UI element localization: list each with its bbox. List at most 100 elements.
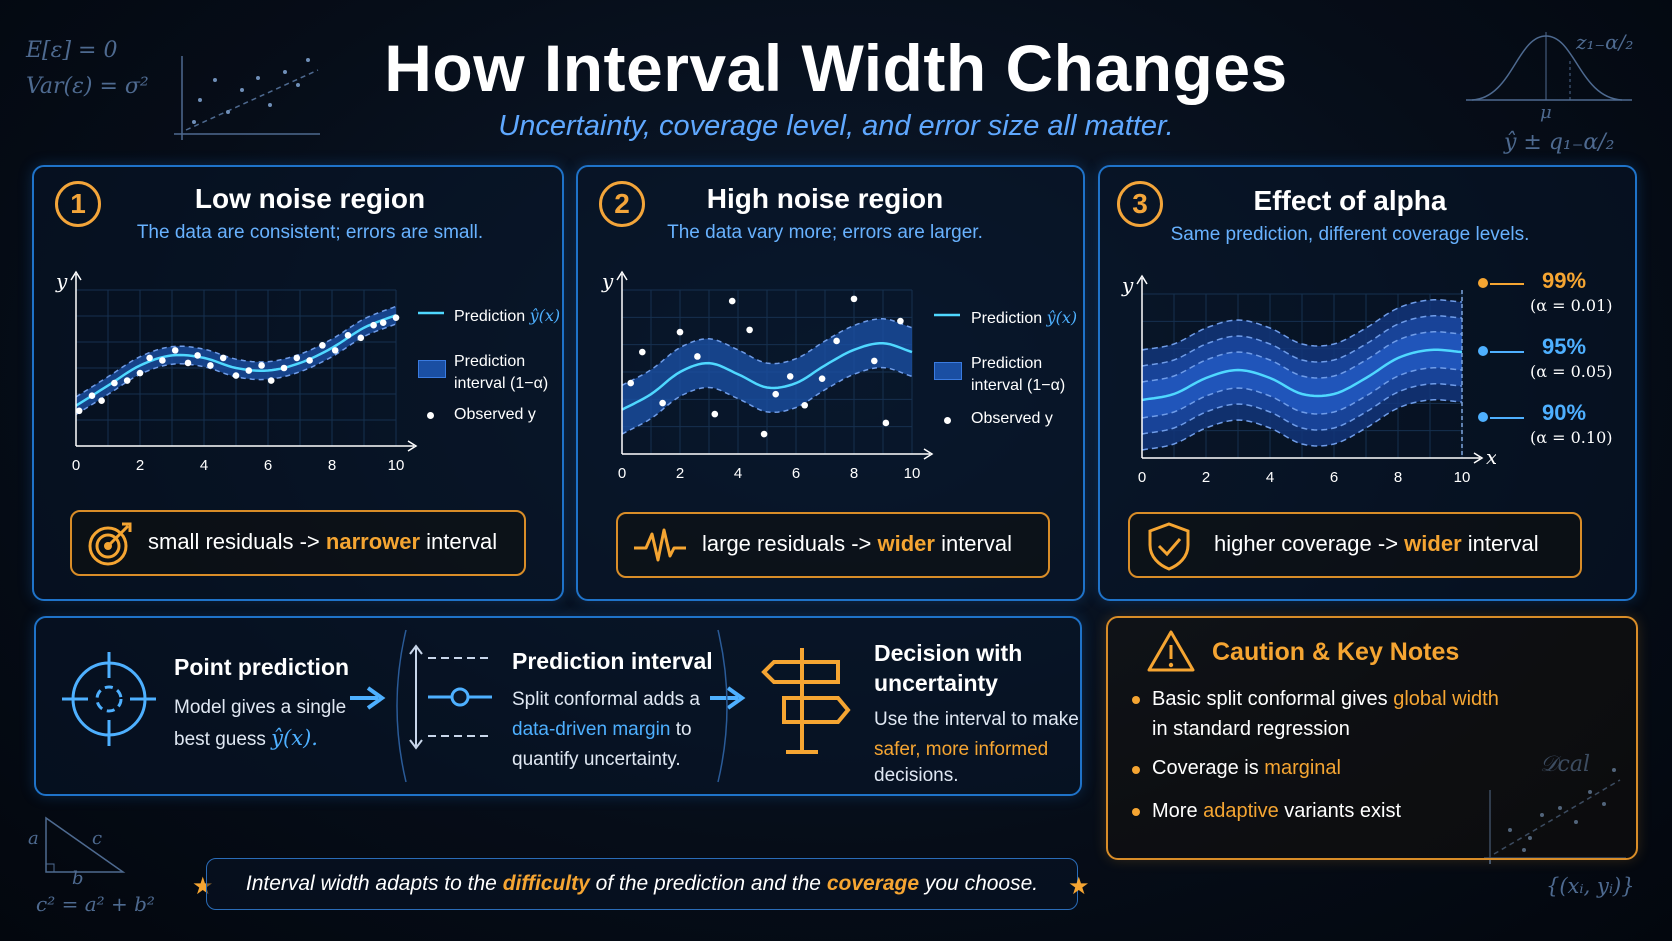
prediction-line xyxy=(75,314,397,407)
flow-decision-title-line2: uncertainty xyxy=(874,670,998,696)
x-tick-label: 4 xyxy=(200,457,208,474)
prediction-line xyxy=(621,341,913,411)
observed-point xyxy=(833,337,840,345)
observed-point xyxy=(331,347,339,354)
panel-1-title: Low noise region xyxy=(194,183,426,214)
x-axis-label: x xyxy=(1486,445,1496,469)
observed-point xyxy=(711,410,719,418)
y-axis-arrow xyxy=(70,270,82,281)
observed-point xyxy=(850,295,858,303)
legend-observed: Observed y xyxy=(971,410,1053,427)
observed-point xyxy=(171,347,179,354)
tri-a-label: a xyxy=(28,828,39,849)
interval-legend-swatch xyxy=(418,360,446,378)
pulse-icon xyxy=(634,528,686,562)
observed-point xyxy=(694,353,701,360)
prediction-band xyxy=(622,318,912,435)
observed-point xyxy=(379,319,387,327)
x-tick-label: 6 xyxy=(264,457,272,474)
observed-point xyxy=(245,367,253,374)
observed-point xyxy=(659,399,666,407)
x-tick-label: 4 xyxy=(1266,469,1274,486)
panel-number-1: 1 xyxy=(55,181,101,227)
panel-number-2: 2 xyxy=(599,181,645,227)
tri-c-label: c xyxy=(92,828,103,849)
x-tick-label: 0 xyxy=(1138,469,1146,486)
observed-point xyxy=(676,328,684,336)
flow-point-line1: Model gives a single xyxy=(174,697,347,718)
variance-formula: Var(ε) = σ² xyxy=(26,74,149,99)
flow-decision-line1: Use the interval to make xyxy=(874,709,1079,730)
level-95-pct: 95% xyxy=(1542,334,1587,359)
observed-point xyxy=(319,342,326,349)
observed-point xyxy=(207,362,214,369)
observed-point xyxy=(75,407,83,415)
callout-high-noise-text: large residuals -> wider interval xyxy=(702,531,1012,556)
observed-point xyxy=(219,354,227,362)
flow-point-line2: best guess ŷ(x). xyxy=(174,726,318,750)
observed-point xyxy=(306,357,313,364)
observed-point xyxy=(370,321,377,329)
observed-point xyxy=(392,314,400,321)
triangle-doodle-icon xyxy=(45,816,126,873)
bracket-divider-icon xyxy=(396,629,407,783)
arrow-right-icon xyxy=(710,686,746,710)
band-lower-edge xyxy=(1141,383,1463,435)
x-tick-label: 2 xyxy=(1202,469,1210,486)
level-90-alpha: (α = 0.10) xyxy=(1530,428,1613,447)
band-upper-edge xyxy=(621,318,913,386)
quantile-label: z₁₋α/₂ xyxy=(1576,30,1634,54)
prediction-line xyxy=(1141,348,1463,402)
crosshair-icon xyxy=(62,652,156,746)
level-90-marker xyxy=(1478,412,1488,422)
level-90-line xyxy=(1490,417,1524,419)
y-axis-arrow xyxy=(616,270,628,281)
observed-point xyxy=(159,357,166,364)
x-tick-label: 10 xyxy=(1454,469,1471,486)
x-tick-label: 10 xyxy=(904,465,921,482)
scatter-doodle-icon xyxy=(174,56,320,140)
band-upper-edge xyxy=(75,305,397,398)
x-axis-arrow xyxy=(407,440,418,452)
high-noise-chart: xy0246810 xyxy=(601,269,934,482)
observed-point xyxy=(882,419,890,427)
level-99-pct: 99% xyxy=(1542,268,1587,293)
observed-point xyxy=(818,375,826,382)
legend-observed: Observed y xyxy=(454,406,536,423)
target-icon xyxy=(88,522,132,566)
alpha-chart: x y 0 2 4 6 8 10 xyxy=(1121,273,1496,486)
legend-prediction: Prediction ŷ(x) xyxy=(971,308,1078,327)
arrow-right-icon xyxy=(350,686,386,710)
flow-panel xyxy=(34,616,1082,796)
flow-interval-title: Prediction interval xyxy=(512,648,713,674)
observed-point xyxy=(232,372,240,379)
bullet-icon xyxy=(1132,766,1140,774)
observed-point xyxy=(258,362,265,369)
prediction-legend-swatch xyxy=(418,311,444,315)
prediction-legend-swatch xyxy=(934,313,960,317)
band-95pct xyxy=(1142,315,1462,434)
band-90pct xyxy=(1142,331,1462,418)
tri-b-label: b xyxy=(72,868,84,889)
interval-formula: ŷ ± q₁₋α/₂ xyxy=(1504,130,1615,155)
level-99-line xyxy=(1490,283,1524,285)
observed-point xyxy=(746,326,753,334)
signpost-icon xyxy=(761,648,851,754)
flow-interval-line3: quantify uncertainty. xyxy=(512,749,681,770)
observed-point xyxy=(344,331,352,339)
panel-number-3: 3 xyxy=(1117,181,1163,227)
flow-decision-title-line1: Decision with xyxy=(874,640,1023,666)
x-tick-label: 10 xyxy=(388,457,405,474)
expectation-formula: E[ε] = 0 xyxy=(26,38,118,63)
y-axis-label: y xyxy=(55,269,68,293)
x-tick-label: 8 xyxy=(1394,469,1402,486)
warning-icon xyxy=(1147,630,1195,672)
observed-point xyxy=(280,364,288,372)
observed-legend-swatch xyxy=(427,412,434,419)
band-upper-edge xyxy=(1141,315,1463,367)
observed-point xyxy=(98,397,105,405)
page-title: How Interval Width Changes xyxy=(384,31,1288,105)
observed-point xyxy=(88,392,96,399)
y-axis-label: y xyxy=(601,269,614,293)
observed-legend-swatch xyxy=(944,417,951,424)
